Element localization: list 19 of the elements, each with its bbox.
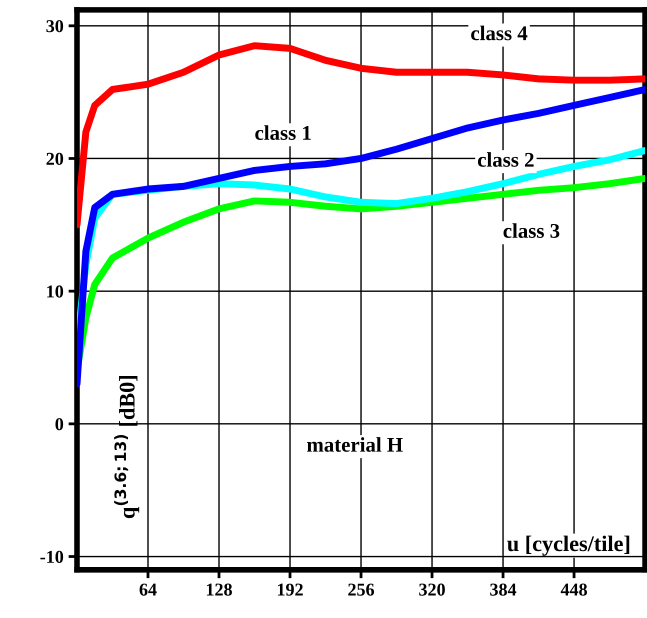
annotation: material H — [307, 437, 403, 452]
annotation: class 3 — [504, 223, 560, 238]
x-axis-title: u [cycles/tile] — [507, 536, 630, 556]
y-tick-label: -10 — [40, 550, 64, 563]
y-tick-label: 0 — [55, 418, 64, 430]
annotation: class 4 — [471, 26, 528, 40]
annotation: class 2 — [478, 152, 534, 167]
y-axis-title: q$^{(3.6;13)}$ [dB0] — [114, 376, 140, 518]
x-tick-label: 64 — [140, 584, 157, 596]
x-tick-label: 320 — [419, 584, 445, 596]
y-tick-label: 30 — [46, 20, 64, 32]
annotation: class 1 — [255, 125, 311, 140]
x-tick-label: 448 — [560, 584, 587, 596]
x-tick-label: 128 — [206, 584, 232, 596]
y-tick-label: 20 — [46, 152, 64, 165]
x-tick-label: 384 — [490, 584, 516, 596]
y-tick-label: 10 — [47, 285, 64, 298]
x-tick-label: 192 — [278, 584, 303, 596]
x-tick-label: 256 — [348, 584, 374, 596]
